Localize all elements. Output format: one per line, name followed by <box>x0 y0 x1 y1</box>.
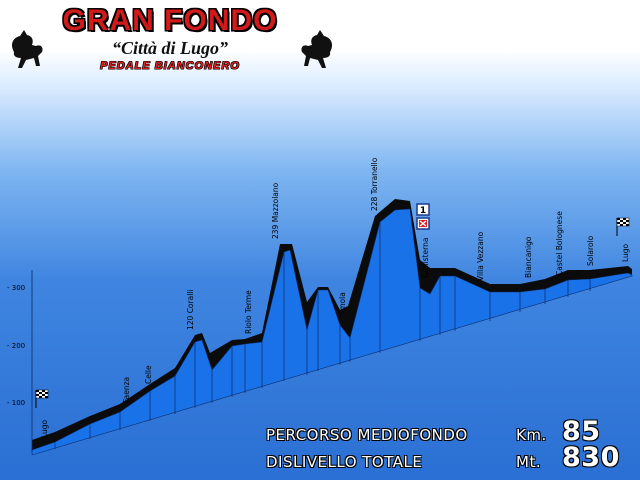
event-tagline: PEDALE BIANCONERO <box>100 60 240 72</box>
stat-unit-elevation: Mt. <box>516 453 542 471</box>
place-label: 120 Coralli <box>186 290 195 330</box>
axis-tick-200: - 200 <box>7 342 25 350</box>
horse-logo-right <box>301 30 332 68</box>
place-label: Celle <box>144 365 153 384</box>
finish-flag-icon <box>616 217 630 236</box>
place-label: Biancanigo <box>524 236 533 278</box>
stat-value-elevation: 830 <box>562 442 620 473</box>
place-label: Lugo <box>40 419 49 438</box>
profile-fill <box>31 208 633 456</box>
event-title: GRAN FONDO <box>62 4 278 37</box>
place-label: Imola <box>338 292 347 313</box>
place-label: Solarolo <box>586 235 595 266</box>
place-label: Lugo <box>621 243 630 262</box>
stat-unit-distance: Km. <box>516 426 547 444</box>
place-label: Gallisterna <box>421 238 430 278</box>
start-flag-icon <box>35 389 49 408</box>
first-aid-icon <box>416 217 430 230</box>
place-label: Villa Vezzano <box>476 231 485 281</box>
stat-label-distance: PERCORSO MEDIOFONDO <box>266 426 468 444</box>
place-label: Faenza <box>122 377 131 403</box>
axis-tick-300: - 300 <box>7 284 25 292</box>
stat-label-elevation: DISLIVELLO TOTALE <box>266 453 423 471</box>
ristoro-icon: 1 <box>416 203 430 216</box>
horse-logo-left <box>12 30 43 68</box>
place-label: Castel Bolognese <box>555 211 564 276</box>
place-label: Riolo Terme <box>244 290 253 334</box>
ristoro-number: 1 <box>420 206 426 216</box>
place-label: 228 Torranello <box>370 157 379 211</box>
segment-lines <box>54 222 591 449</box>
stat-value-distance: 85 <box>562 416 601 447</box>
axis-tick-100: - 100 <box>7 399 25 407</box>
place-label: 239 Mazzolano <box>271 182 280 239</box>
event-subtitle: “Città di Lugo” <box>111 38 228 58</box>
